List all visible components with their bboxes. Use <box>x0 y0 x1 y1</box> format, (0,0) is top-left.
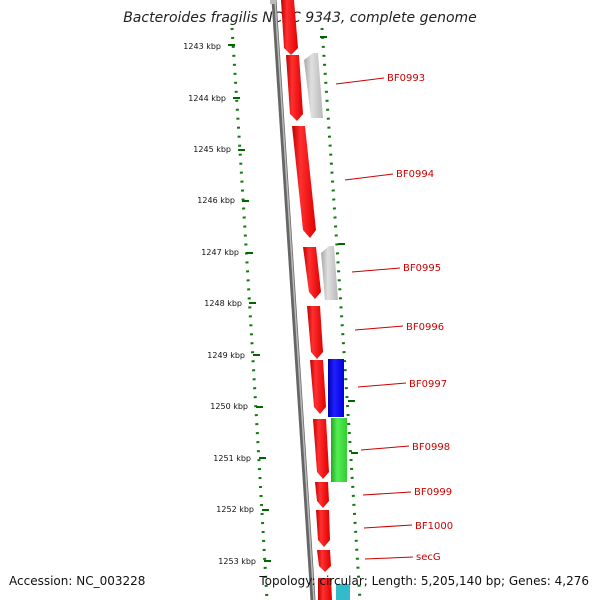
gene-leader-line <box>360 445 410 451</box>
tick-label: 1245 kbp <box>193 145 231 154</box>
gene-label[interactable]: BF0994 <box>396 169 434 180</box>
cds-feature-gray-small[interactable] <box>270 0 276 4</box>
map-title: Bacteroides fragilis NCTC 9343, complete… <box>123 10 477 26</box>
gene-leader-line <box>351 267 401 273</box>
gene-leader-line <box>362 491 412 496</box>
tick-mark <box>233 97 240 99</box>
tick-label: 1253 kbp <box>218 557 256 566</box>
gene-leader-line <box>354 325 404 331</box>
tick-label: 1250 kbp <box>210 402 248 411</box>
gene-label[interactable]: BF0995 <box>403 263 441 274</box>
ruler-dots-left <box>230 27 269 600</box>
tick-label: 1244 kbp <box>188 94 226 103</box>
tick-label: 1249 kbp <box>207 351 245 360</box>
strand-mark <box>351 452 358 454</box>
gene-leader-line <box>335 77 385 85</box>
cds-feature[interactable] <box>303 247 321 299</box>
tick-mark <box>238 149 245 151</box>
gene-leader-line <box>357 382 407 388</box>
tick-label: 1246 kbp <box>197 196 235 205</box>
strand-mark <box>320 36 327 38</box>
cds-feature-reverse[interactable] <box>321 246 338 300</box>
cds-feature[interactable] <box>316 510 330 547</box>
tick-mark <box>228 44 235 46</box>
gene-label[interactable]: BF0997 <box>409 379 447 390</box>
cds-feature[interactable] <box>315 482 329 508</box>
cds-feature-blue[interactable] <box>328 359 344 417</box>
cds-feature[interactable] <box>281 0 298 55</box>
tick-mark <box>249 302 256 304</box>
cds-feature[interactable] <box>310 360 326 414</box>
gene-label[interactable]: BF0998 <box>412 442 450 453</box>
tick-label: 1247 kbp <box>201 248 239 257</box>
gene-label[interactable]: BF1000 <box>415 521 453 532</box>
tick-label: 1248 kbp <box>204 299 242 308</box>
tick-label: 1251 kbp <box>213 454 251 463</box>
tick-label: 1252 kbp <box>216 505 254 514</box>
genome-summary-text: Topology: circular; Length: 5,205,140 bp… <box>259 574 589 588</box>
gene-leader-line <box>364 556 414 560</box>
gene-label[interactable]: BF0993 <box>387 73 425 84</box>
strand-mark <box>338 243 345 245</box>
gene-label[interactable]: secG <box>416 552 441 563</box>
cds-feature[interactable] <box>307 306 323 359</box>
sequence-backbone-highlight <box>274 0 315 600</box>
tick-mark <box>262 509 269 511</box>
tick-mark <box>246 252 253 254</box>
tick-mark <box>242 200 249 202</box>
accession-text: Accession: NC_003228 <box>9 574 146 588</box>
strand-dots-right <box>320 27 362 600</box>
cds-feature[interactable] <box>292 126 316 238</box>
cds-feature-cyan[interactable] <box>336 584 350 600</box>
tick-mark <box>259 457 266 459</box>
strand-mark <box>348 400 355 402</box>
gene-label[interactable]: BF0996 <box>406 322 444 333</box>
cds-feature[interactable] <box>286 55 303 121</box>
cds-feature-green[interactable] <box>331 418 347 482</box>
gene-leader-line <box>344 173 394 181</box>
cds-feature[interactable] <box>317 550 331 572</box>
gene-leader-line <box>363 524 413 529</box>
gene-label[interactable]: BF0999 <box>414 487 452 498</box>
tick-mark <box>264 560 271 562</box>
tick-mark <box>253 354 260 356</box>
cds-feature[interactable] <box>318 578 332 600</box>
tick-label: 1243 kbp <box>183 42 221 51</box>
cds-feature-reverse[interactable] <box>304 53 323 118</box>
cds-feature[interactable] <box>313 419 329 479</box>
tick-mark <box>256 406 263 408</box>
tick-marks <box>228 36 358 562</box>
